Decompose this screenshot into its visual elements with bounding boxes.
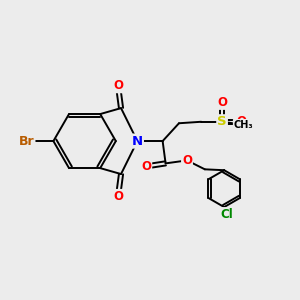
Text: O: O (113, 190, 123, 203)
Text: O: O (141, 160, 151, 173)
Text: CH₃: CH₃ (234, 120, 253, 130)
Text: O: O (182, 154, 192, 167)
Text: O: O (217, 96, 227, 109)
Text: N: N (132, 135, 143, 148)
Text: Cl: Cl (221, 208, 233, 221)
Text: O: O (236, 115, 246, 128)
Text: S: S (217, 115, 227, 128)
Text: Br: Br (19, 135, 34, 148)
Text: O: O (113, 79, 123, 92)
